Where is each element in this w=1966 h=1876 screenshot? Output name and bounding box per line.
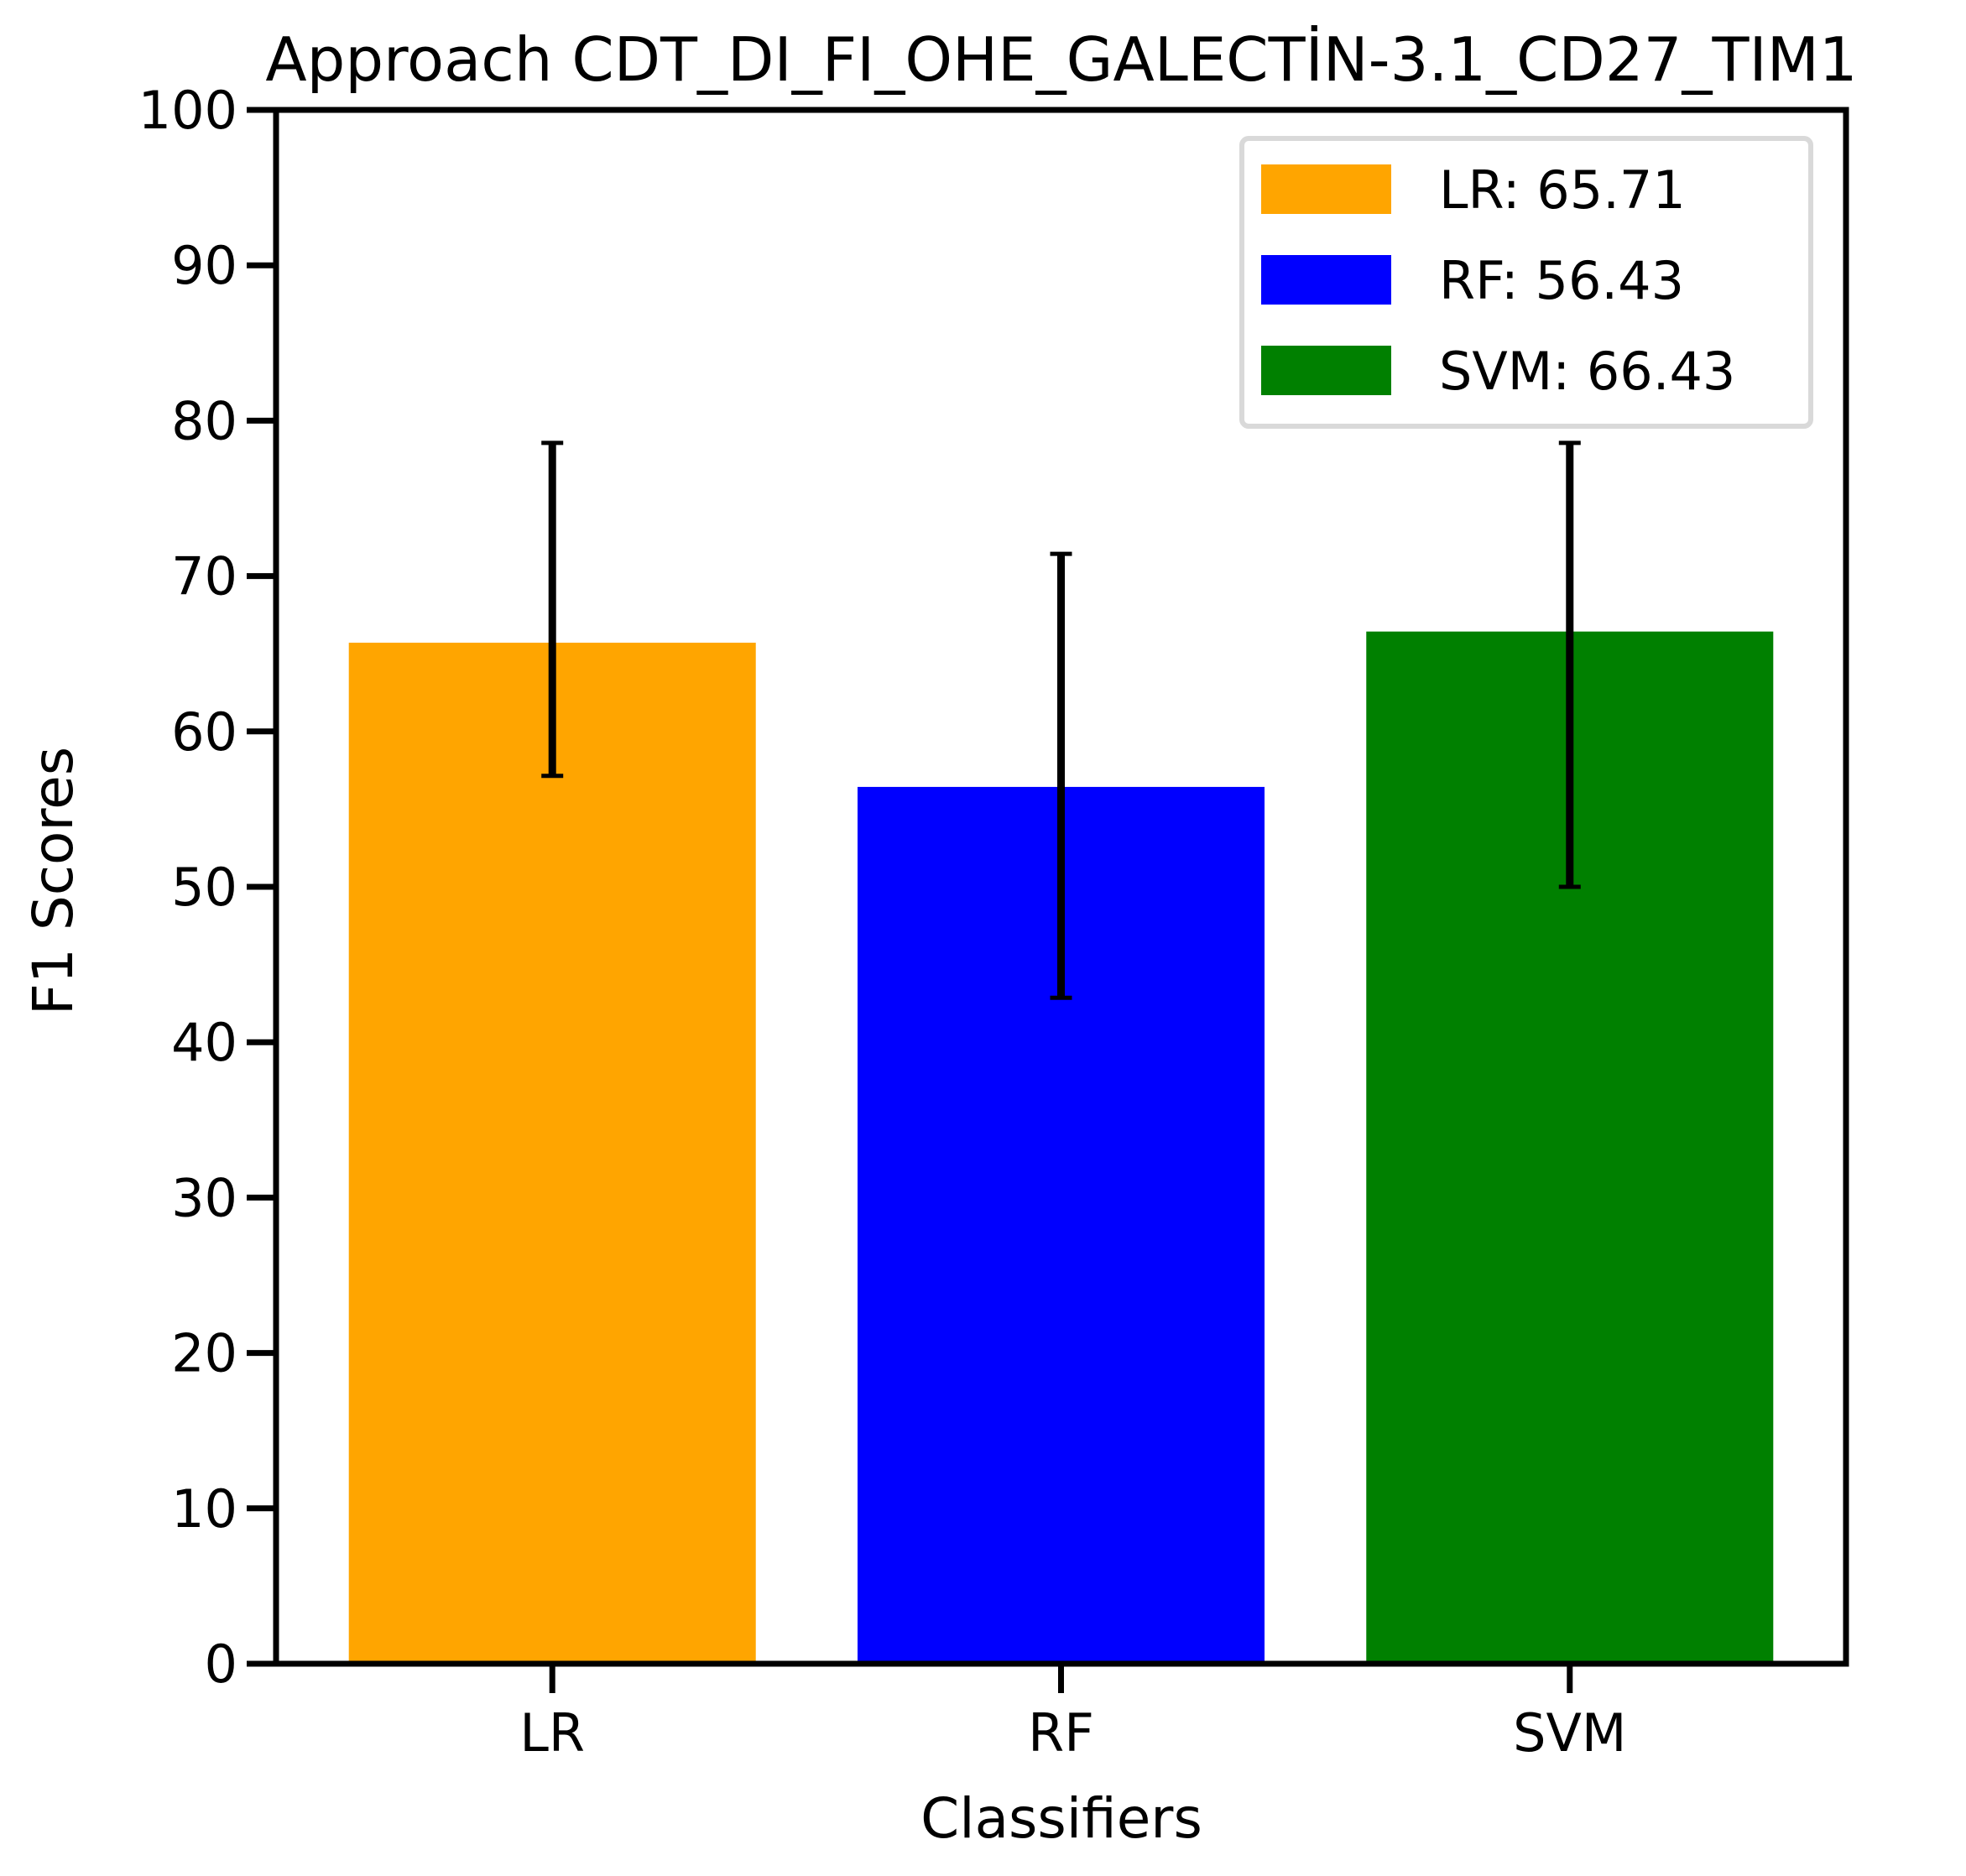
x-tick-label: LR: [519, 1702, 585, 1764]
y-tick-label: 80: [171, 390, 237, 451]
y-axis-ticks: 0 10 20 30 40 50 60 70 80 90 100: [138, 80, 276, 1695]
y-tick-label: 10: [171, 1478, 237, 1540]
legend-label: SVM: 66.43: [1439, 341, 1735, 402]
bars-layer: [348, 631, 1774, 1665]
legend-swatch: [1261, 346, 1391, 395]
legend-label: RF: 56.43: [1439, 250, 1684, 311]
x-axis-label: Classifiers: [920, 1786, 1202, 1851]
error-bars-layer: [541, 440, 1581, 1000]
y-tick-label: 100: [138, 80, 237, 141]
y-tick-label: 60: [171, 701, 237, 763]
y-tick-label: 40: [171, 1012, 237, 1073]
legend-label: LR: 65.71: [1439, 159, 1686, 221]
y-tick-label: 50: [171, 857, 237, 918]
x-tick-label: RF: [1028, 1702, 1094, 1764]
chart-title: Approach CDT_DI_FI_OHE_GALECTİN-3.1_CD27…: [265, 24, 1857, 95]
y-tick-label: 20: [171, 1323, 237, 1384]
legend-swatch: [1261, 255, 1391, 305]
y-axis-label: F1 Scores: [21, 747, 86, 1015]
y-tick-label: 90: [171, 235, 237, 296]
legend: LR: 65.71 RF: 56.43 SVM: 66.43: [1239, 136, 1813, 429]
x-tick-label: SVM: [1513, 1702, 1626, 1764]
bar-lr: [348, 643, 756, 1664]
y-tick-label: 30: [171, 1167, 237, 1228]
y-tick-label: 0: [205, 1634, 237, 1695]
legend-swatch: [1261, 164, 1391, 214]
y-tick-label: 70: [171, 546, 237, 607]
x-axis-ticks: LR RF SVM: [519, 1664, 1626, 1764]
